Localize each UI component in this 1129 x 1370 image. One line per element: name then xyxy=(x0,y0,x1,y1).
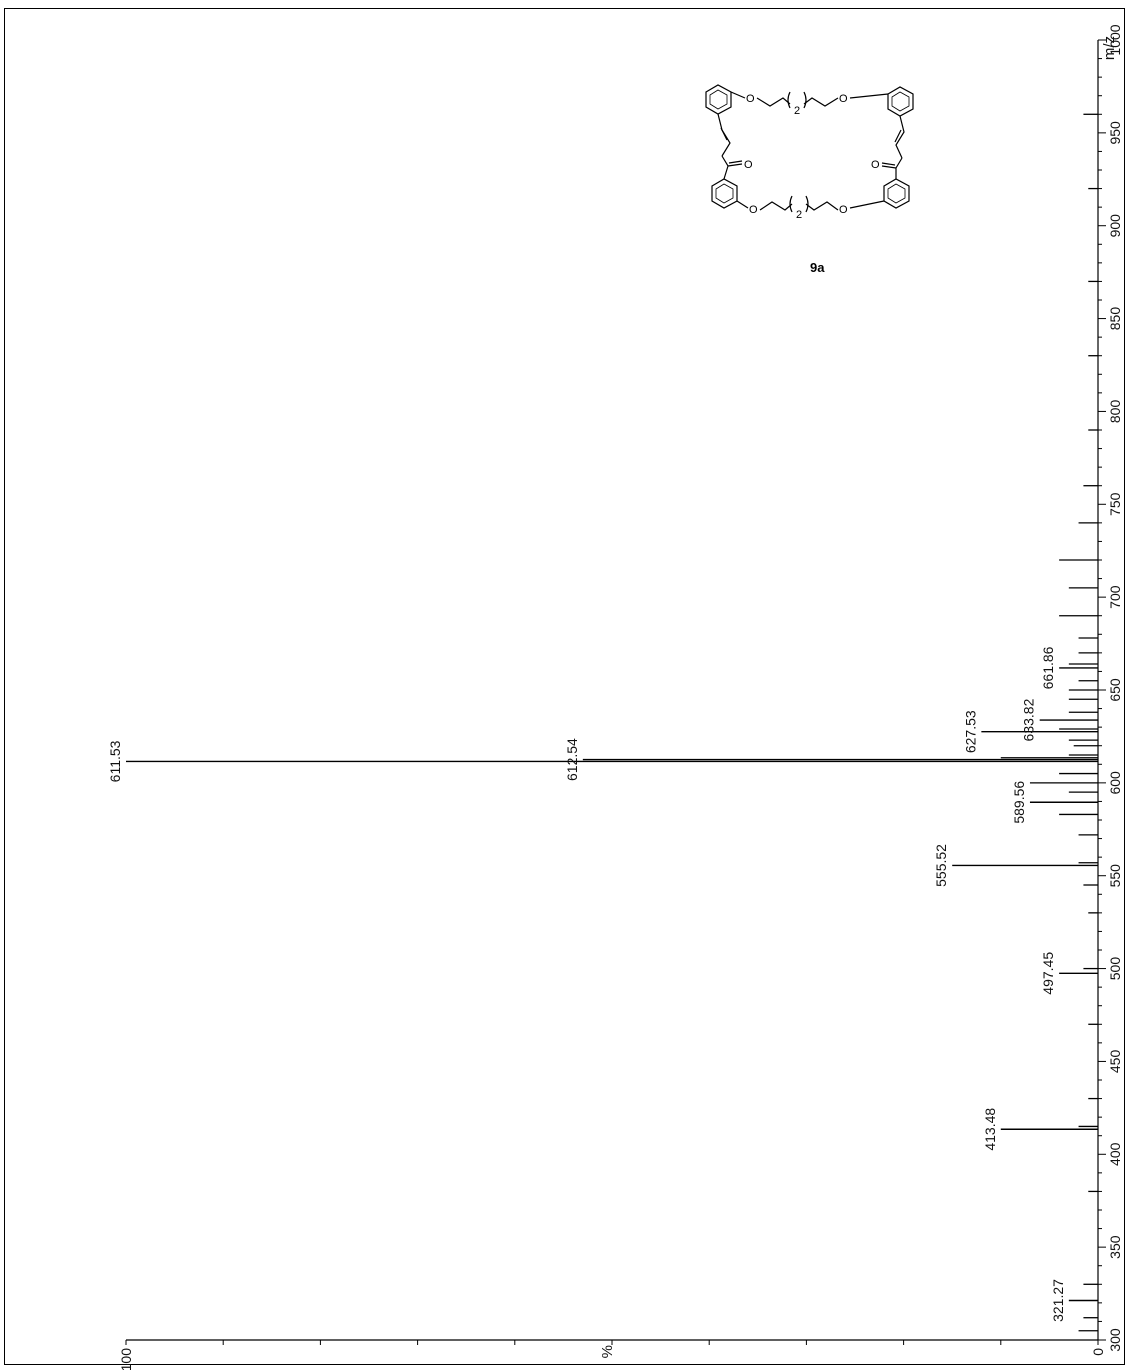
mz-tick-label: 450 xyxy=(1107,1050,1123,1074)
mz-tick-label: 650 xyxy=(1107,678,1123,702)
peak-label: 413.48 xyxy=(982,1108,998,1151)
mz-tick-label: 300 xyxy=(1107,1328,1123,1352)
mz-tick-label: 350 xyxy=(1107,1235,1123,1259)
svg-text:2: 2 xyxy=(794,105,800,117)
intensity-tick-label: 100 xyxy=(118,1348,134,1370)
peak-label: 497.45 xyxy=(1040,952,1056,995)
peak-label: 612.54 xyxy=(564,738,580,781)
mz-tick-label: 600 xyxy=(1107,771,1123,795)
peak-label: 633.82 xyxy=(1021,698,1037,741)
mz-tick-label: 550 xyxy=(1107,864,1123,888)
mz-tick-label: 900 xyxy=(1107,214,1123,238)
peak-label: 555.52 xyxy=(933,844,949,887)
svg-text:2: 2 xyxy=(796,209,802,221)
spectrum-frame xyxy=(4,8,1125,1365)
mz-tick-label: 1000 xyxy=(1107,24,1123,55)
peak-label: 627.53 xyxy=(962,710,978,753)
spectrum-peaks xyxy=(126,113,1098,1332)
intensity-axis-ticks: 0 100 xyxy=(118,1340,1106,1370)
intensity-tick-label: 0 xyxy=(1090,1348,1106,1356)
mz-axis-ticks: 300 350 400 450 500 550 600 650 700 750 800 850 900 9… xyxy=(1098,24,1123,1352)
svg-text:O: O xyxy=(871,159,880,171)
mz-tick-label: 500 xyxy=(1107,957,1123,981)
svg-text:O: O xyxy=(749,204,758,216)
peak-label: 589.56 xyxy=(1011,781,1027,824)
svg-text:O: O xyxy=(744,159,753,171)
peak-label: 321.27 xyxy=(1050,1279,1066,1322)
mz-tick-label: 850 xyxy=(1107,307,1123,331)
mz-axis-title: m/z xyxy=(1101,36,1118,60)
molecule-atom-labels: O O O O O O 2 2 xyxy=(744,93,880,221)
intensity-axis-title: % xyxy=(599,1345,616,1358)
mz-tick-label: 950 xyxy=(1107,121,1123,145)
svg-text:O: O xyxy=(746,93,755,105)
mz-tick-label: 800 xyxy=(1107,400,1123,424)
molecule-structure-9a xyxy=(705,84,914,213)
mz-tick-label: 700 xyxy=(1107,585,1123,609)
svg-text:O: O xyxy=(839,93,848,105)
mz-tick-label: 750 xyxy=(1107,492,1123,516)
svg-text:O: O xyxy=(839,204,848,216)
compound-label: 9a xyxy=(810,260,825,275)
peak-label: 611.53 xyxy=(107,740,123,782)
mz-tick-label: 400 xyxy=(1107,1142,1123,1166)
peak-label: 661.86 xyxy=(1040,646,1056,689)
